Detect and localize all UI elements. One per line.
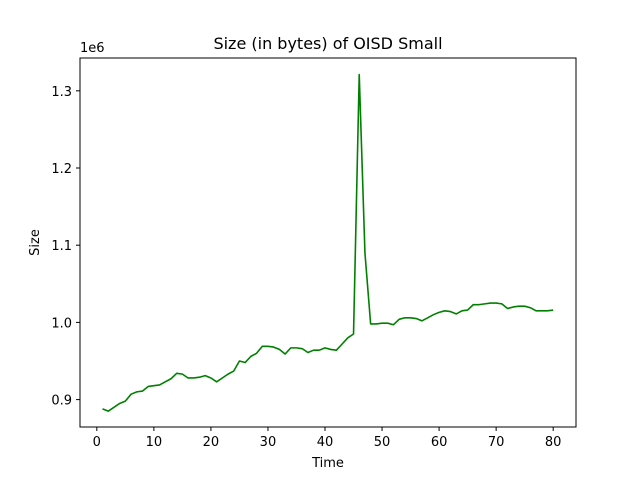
y-tick-label: 1.1	[51, 239, 72, 254]
x-axis-label: Time	[311, 456, 344, 471]
x-tick-label: 10	[146, 435, 163, 450]
series-line	[102, 73, 554, 412]
chart-title: Size (in bytes) of OISD Small	[213, 34, 442, 53]
plot-background	[80, 58, 576, 427]
x-tick-label: 20	[203, 435, 220, 450]
series-layer	[102, 73, 554, 412]
y-tick-label: 1.0	[51, 316, 72, 331]
y-tick-label: 1.2	[51, 162, 72, 177]
x-tick-label: 60	[431, 435, 448, 450]
x-tick-label: 70	[488, 435, 505, 450]
y-axis-ticks: 0.9 1.0 1.1 1.2 1.3	[51, 85, 80, 409]
x-tick-label: 30	[260, 435, 277, 450]
y-axis-label: Size	[28, 229, 43, 256]
y-tick-label: 1.3	[51, 85, 72, 100]
x-tick-label: 40	[317, 435, 334, 450]
x-axis-ticks: 0 10 20 30 40 50 60 70 80	[93, 427, 562, 450]
y-axis-offset-label: 1e6	[80, 41, 105, 56]
x-tick-label: 0	[93, 435, 101, 450]
plot-frame	[79, 57, 577, 428]
y-tick-label: 0.9	[51, 394, 72, 409]
x-tick-label: 80	[545, 435, 562, 450]
x-tick-label: 50	[374, 435, 391, 450]
